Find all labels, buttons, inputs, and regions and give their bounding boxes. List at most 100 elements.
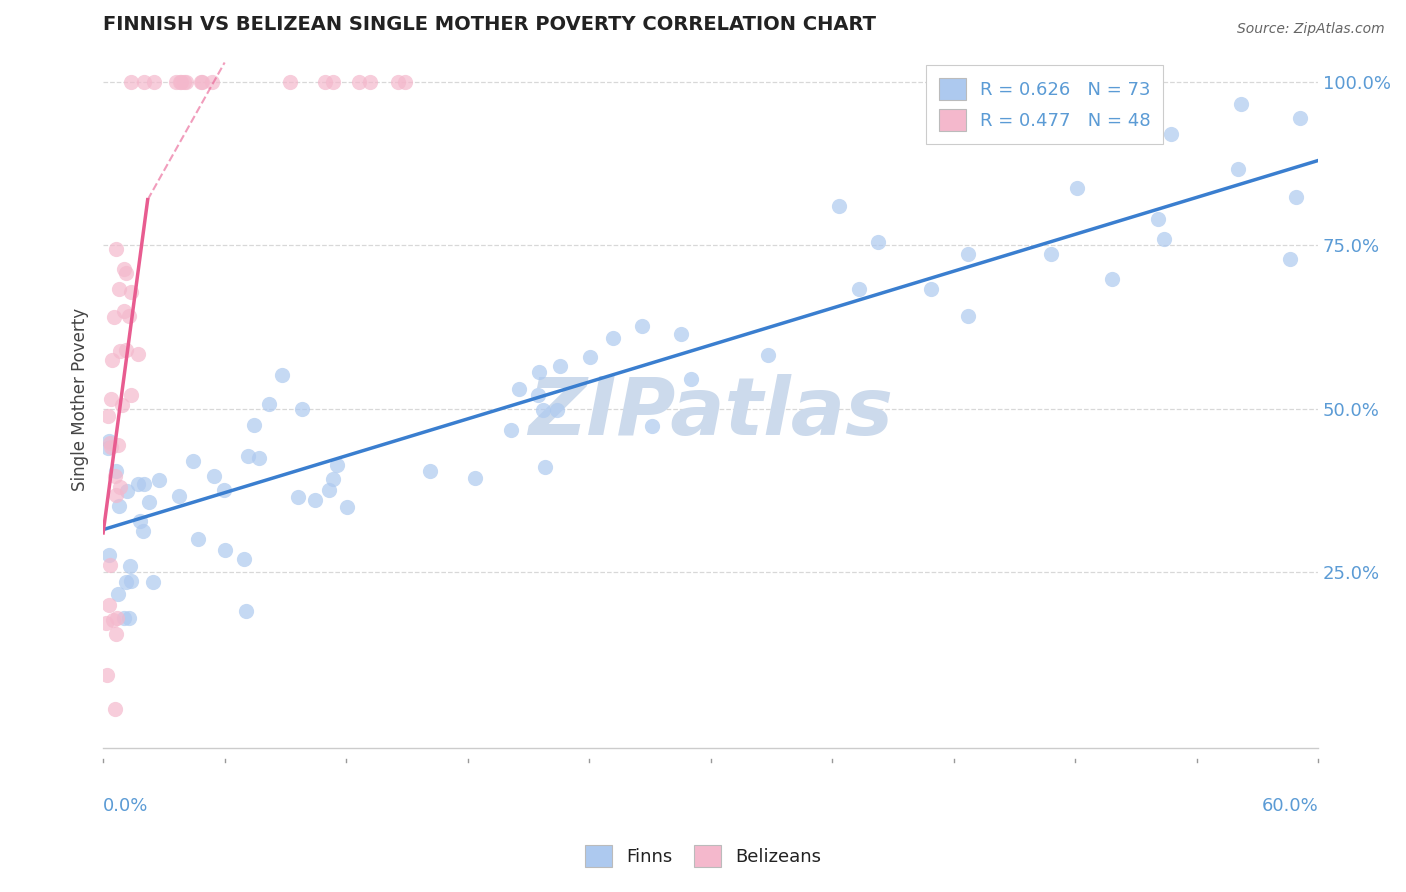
- Point: [101, 613, 124, 627]
- Point: [108, 480, 131, 494]
- Point: [108, 282, 131, 296]
- Point: [359, 75, 381, 89]
- Point: [100, 440, 122, 454]
- Point: [148, 473, 170, 487]
- Point: [259, 397, 281, 411]
- Point: [174, 75, 197, 89]
- Point: [98, 436, 121, 450]
- Point: [602, 331, 624, 345]
- Point: [1066, 181, 1088, 195]
- Point: [187, 533, 209, 547]
- Point: [235, 604, 257, 618]
- Point: [110, 343, 132, 358]
- Point: [97, 548, 120, 562]
- Point: [108, 500, 131, 514]
- Point: [1101, 271, 1123, 285]
- Point: [132, 75, 155, 89]
- Point: [165, 75, 187, 89]
- Point: [280, 75, 302, 89]
- Point: [100, 392, 122, 407]
- Point: [138, 495, 160, 509]
- Point: [212, 483, 235, 497]
- Point: [202, 469, 225, 483]
- Point: [291, 402, 314, 417]
- Point: [322, 75, 344, 89]
- Point: [1279, 252, 1302, 267]
- Point: [287, 490, 309, 504]
- Point: [533, 459, 555, 474]
- Point: [669, 327, 692, 342]
- Point: [169, 75, 191, 89]
- Point: [191, 75, 214, 89]
- Text: FINNISH VS BELIZEAN SINGLE MOTHER POVERTY CORRELATION CHART: FINNISH VS BELIZEAN SINGLE MOTHER POVERT…: [103, 15, 876, 34]
- Point: [98, 558, 121, 572]
- Point: [1153, 232, 1175, 246]
- Point: [118, 611, 141, 625]
- Point: [232, 552, 254, 566]
- Point: [169, 489, 191, 503]
- Point: [271, 368, 294, 382]
- Point: [201, 75, 224, 89]
- Text: 0.0%: 0.0%: [103, 797, 149, 815]
- Point: [630, 319, 652, 334]
- Point: [127, 346, 149, 360]
- Point: [103, 310, 125, 325]
- Point: [347, 75, 370, 89]
- Point: [115, 267, 138, 281]
- Point: [107, 587, 129, 601]
- Point: [641, 419, 664, 434]
- Point: [1146, 211, 1168, 226]
- Point: [681, 372, 703, 386]
- Point: [1040, 247, 1063, 261]
- Point: [112, 611, 135, 625]
- Point: [111, 398, 134, 412]
- Text: ZIPatlas: ZIPatlas: [529, 374, 893, 452]
- Point: [132, 524, 155, 538]
- Point: [464, 471, 486, 485]
- Y-axis label: Single Mother Poverty: Single Mother Poverty: [72, 308, 89, 491]
- Point: [756, 348, 779, 362]
- Point: [1226, 162, 1249, 177]
- Point: [1284, 190, 1306, 204]
- Point: [957, 247, 980, 261]
- Point: [318, 483, 340, 497]
- Point: [243, 418, 266, 433]
- Point: [142, 575, 165, 590]
- Point: [117, 309, 139, 323]
- Point: [1160, 128, 1182, 142]
- Point: [118, 559, 141, 574]
- Point: [105, 611, 128, 625]
- Point: [104, 627, 127, 641]
- Point: [325, 458, 347, 472]
- Point: [129, 514, 152, 528]
- Point: [304, 493, 326, 508]
- Point: [920, 282, 942, 296]
- Point: [115, 574, 138, 589]
- Point: [96, 668, 118, 682]
- Point: [1289, 111, 1312, 125]
- Point: [214, 543, 236, 558]
- Point: [120, 285, 142, 299]
- Point: [94, 615, 117, 630]
- Point: [314, 75, 336, 89]
- Point: [578, 350, 600, 364]
- Point: [531, 402, 554, 417]
- Point: [112, 262, 135, 277]
- Point: [104, 464, 127, 478]
- Point: [100, 353, 122, 368]
- Point: [105, 242, 128, 256]
- Text: Source: ZipAtlas.com: Source: ZipAtlas.com: [1237, 22, 1385, 37]
- Point: [181, 453, 204, 467]
- Point: [120, 388, 142, 402]
- Point: [394, 75, 416, 89]
- Point: [247, 451, 270, 466]
- Point: [529, 365, 551, 379]
- Point: [508, 382, 530, 396]
- Text: 60.0%: 60.0%: [1261, 797, 1319, 815]
- Point: [322, 472, 344, 486]
- Point: [142, 75, 165, 89]
- Point: [238, 449, 260, 463]
- Point: [104, 469, 127, 483]
- Point: [97, 434, 120, 448]
- Point: [127, 476, 149, 491]
